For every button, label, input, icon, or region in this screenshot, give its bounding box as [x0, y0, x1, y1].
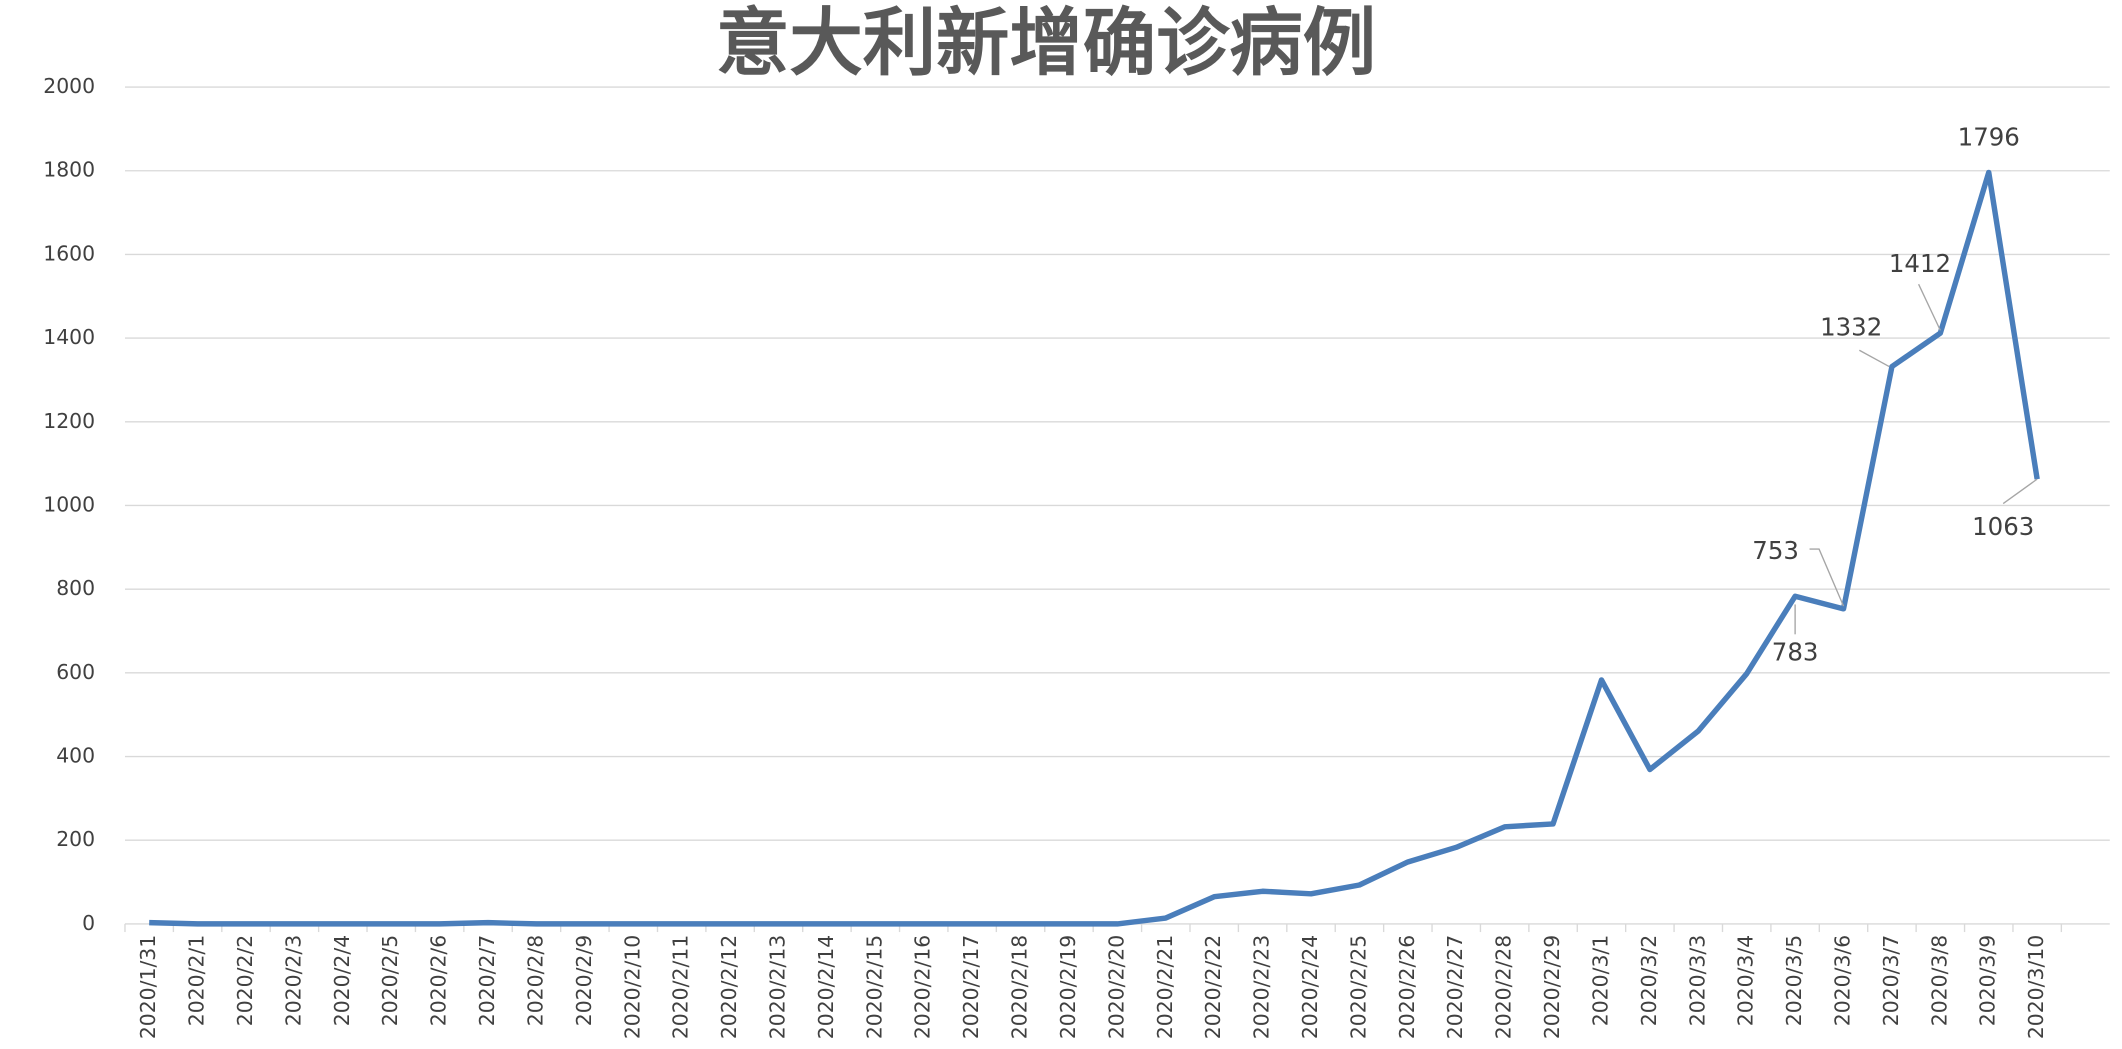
y-tick-label: 0	[82, 911, 95, 935]
y-tick-label: 2000	[43, 74, 95, 98]
y-tick-label: 400	[56, 744, 95, 768]
leader-line	[1809, 548, 1845, 607]
x-tick-label: 2020/2/4	[330, 935, 354, 1026]
x-tick-label: 2020/2/22	[1201, 935, 1225, 1039]
x-tick-label: 2020/2/27	[1443, 935, 1467, 1039]
x-tick-label: 2020/3/7	[1879, 935, 1903, 1026]
x-tick-label: 2020/2/20	[1104, 935, 1128, 1039]
x-tick-label: 2020/3/5	[1782, 935, 1806, 1026]
x-tick-label: 2020/3/3	[1685, 935, 1709, 1026]
x-tick-label: 2020/2/28	[1492, 935, 1516, 1039]
data-line	[149, 169, 2040, 927]
x-tick-label: 2020/2/11	[669, 935, 693, 1039]
x-tick-label: 2020/2/15	[862, 935, 886, 1039]
y-tick-label: 600	[56, 660, 95, 684]
x-tick-label: 2020/2/19	[1056, 935, 1080, 1039]
x-tick-label: 2020/2/14	[814, 935, 838, 1039]
y-tick-label: 1400	[43, 325, 95, 349]
x-tick-label: 2020/2/8	[523, 935, 547, 1026]
data-label: 1412	[1889, 249, 1951, 278]
x-tick-label: 2020/2/7	[475, 935, 499, 1026]
leader-line	[2002, 478, 2038, 505]
x-tick-label: 2020/2/13	[766, 935, 790, 1039]
y-tick-label: 1000	[43, 492, 95, 516]
data-label: 1332	[1820, 313, 1882, 342]
y-tick-label: 1800	[43, 158, 95, 182]
x-tick-label: 2020/2/9	[572, 935, 596, 1026]
data-label: 783	[1772, 637, 1819, 666]
data-label: 1796	[1958, 122, 2020, 151]
x-tick-label: 2020/2/5	[378, 935, 402, 1026]
y-tick-label: 1600	[43, 241, 95, 265]
x-tick-label: 2020/1/31	[136, 935, 160, 1039]
x-tick-label: 2020/2/16	[911, 935, 935, 1039]
x-tick-label: 2020/3/9	[1976, 935, 2000, 1026]
x-tick-label: 2020/3/4	[1734, 935, 1758, 1026]
x-tick-label: 2020/2/25	[1346, 935, 1370, 1039]
x-tick-label: 2020/2/29	[1540, 935, 1564, 1039]
y-tick-label: 1200	[43, 409, 95, 433]
y-tick-label: 200	[56, 827, 95, 851]
chart-title: 意大利新增确诊病例	[716, 0, 1376, 86]
x-tick-label: 2020/3/2	[1637, 935, 1661, 1026]
leader-line	[1859, 349, 1890, 368]
x-tick-label: 2020/3/1	[1588, 935, 1612, 1026]
data-label: 753	[1752, 536, 1799, 565]
x-tick-label: 2020/2/10	[620, 935, 644, 1039]
leader-line	[1917, 283, 1941, 331]
y-tick-label: 800	[56, 576, 95, 600]
x-tick-label: 2020/2/12	[717, 935, 741, 1039]
x-tick-label: 2020/2/6	[427, 935, 451, 1026]
x-tick-label: 2020/2/2	[233, 935, 257, 1026]
x-tick-label: 2020/2/3	[281, 935, 305, 1026]
x-tick-label: 2020/3/6	[1831, 935, 1855, 1026]
x-tick-label: 2020/2/21	[1153, 935, 1177, 1039]
x-tick-label: 2020/2/26	[1395, 935, 1419, 1039]
x-tick-label: 2020/2/18	[1008, 935, 1032, 1039]
x-tick-label: 2020/2/23	[1250, 935, 1274, 1039]
data-label: 1063	[1972, 512, 2034, 541]
x-tick-label: 2020/2/17	[959, 935, 983, 1039]
x-tick-label: 2020/2/24	[1298, 935, 1322, 1039]
x-tick-label: 2020/3/8	[1927, 935, 1951, 1026]
x-tick-label: 2020/2/1	[185, 935, 209, 1026]
x-tick-label: 2020/3/10	[2024, 935, 2048, 1039]
